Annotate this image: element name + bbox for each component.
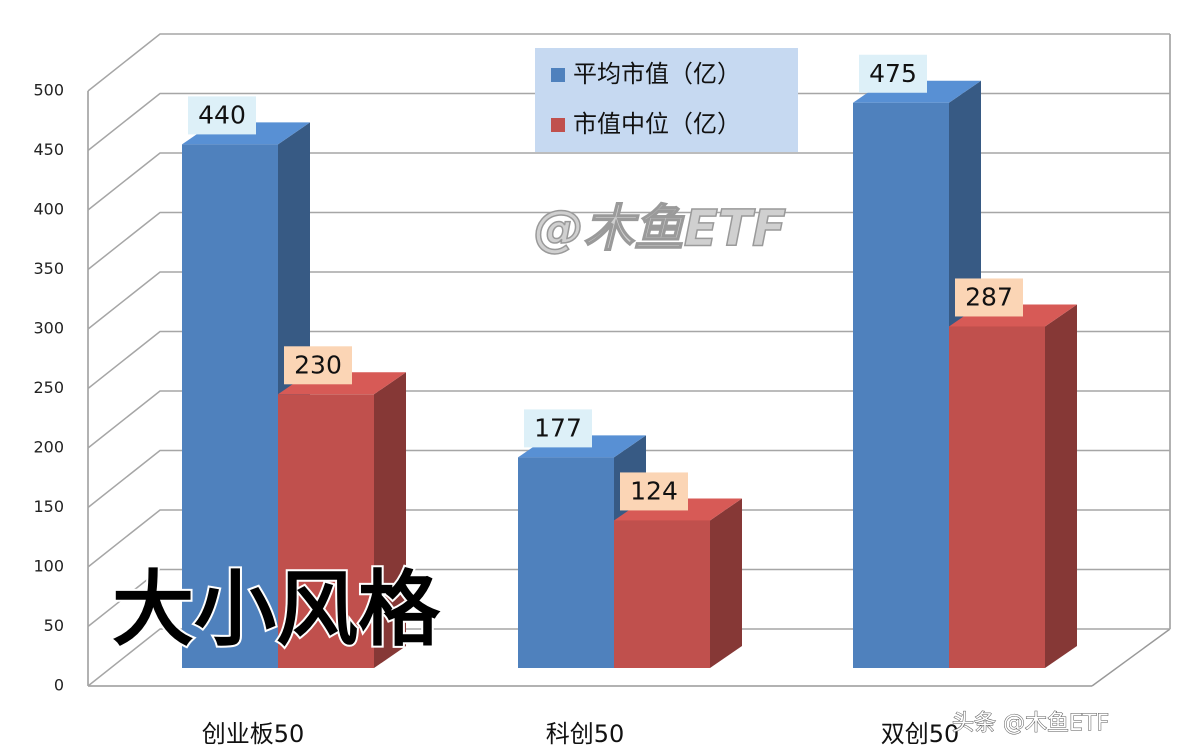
value-label: 287 <box>965 282 1013 311</box>
value-label-box <box>859 54 927 93</box>
value-label-box <box>188 96 256 135</box>
value-label-box <box>955 278 1023 317</box>
value-label: 440 <box>198 100 246 129</box>
grid-line <box>87 449 1170 509</box>
bar <box>614 520 710 668</box>
y-tick-label: 200 <box>33 438 64 457</box>
x-tick-label: 创业板50 <box>202 720 305 748</box>
bar <box>853 102 949 668</box>
value-label-box <box>284 346 352 385</box>
bar <box>278 394 374 668</box>
bar-side <box>374 372 406 668</box>
value-label: 177 <box>534 413 582 442</box>
grid-line <box>87 509 1170 568</box>
y-tick-label: 50 <box>44 616 64 635</box>
bar-side <box>1045 304 1077 668</box>
grid-line <box>87 92 1170 152</box>
y-tick-label: 300 <box>33 319 64 338</box>
source-watermark: 头条 @木鱼ETF <box>952 711 1109 736</box>
y-tick-label: 250 <box>33 378 64 397</box>
y-tick-label: 500 <box>33 81 64 100</box>
bar <box>949 326 1045 668</box>
grid-line <box>87 628 1170 687</box>
value-label: 230 <box>294 350 342 379</box>
legend-swatch <box>551 68 565 82</box>
value-label: 124 <box>630 476 678 505</box>
grid-line <box>87 152 1170 211</box>
y-tick-label: 450 <box>33 140 64 159</box>
x-tick-label: 双创50 <box>881 720 960 748</box>
legend-swatch <box>551 118 565 132</box>
bar <box>182 144 278 668</box>
overlay-title: 大小风格 <box>112 562 441 657</box>
value-label-box <box>620 472 688 511</box>
grid: 0 50 100 150 200 250 300 350 400 450 500 <box>33 33 1171 695</box>
y-tick-label: 350 <box>33 259 64 278</box>
grid-line <box>87 211 1170 271</box>
legend-label: 平均市值（亿） <box>573 60 741 88</box>
y-tick-label: 100 <box>33 557 64 576</box>
value-label: 475 <box>869 59 917 88</box>
bar <box>518 457 614 668</box>
grid-line <box>87 390 1170 449</box>
grid-line <box>87 330 1170 390</box>
floor-right <box>1091 628 1171 687</box>
legend-label: 市值中位（亿） <box>573 110 741 138</box>
y-tick-label: 400 <box>33 200 64 219</box>
grid-line <box>87 568 1170 628</box>
y-tick-label: 150 <box>33 497 64 516</box>
legend-box <box>535 48 798 152</box>
grid-line <box>87 271 1170 330</box>
bars: 创业板50 440 230 科创50 177 124 双创50 475 287 <box>182 54 1077 748</box>
value-label-box <box>524 409 592 448</box>
bar-side <box>710 498 742 668</box>
y-tick-label: 0 <box>54 676 64 695</box>
watermark: @木鱼ETF <box>534 200 786 258</box>
x-tick-label: 科创50 <box>546 720 625 748</box>
grid-line <box>87 33 1170 92</box>
